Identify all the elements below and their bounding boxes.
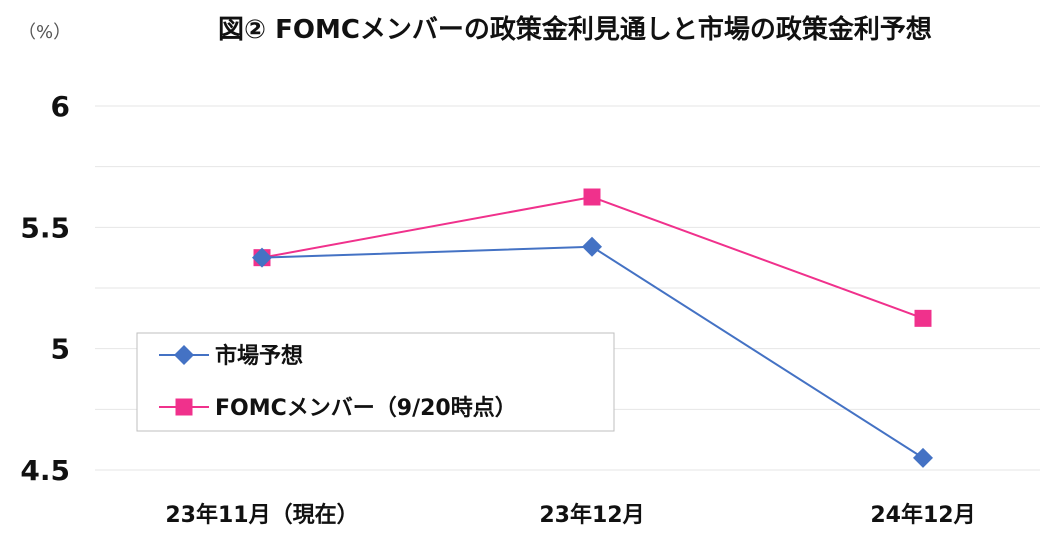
x-tick-label: 23年12月 (539, 502, 644, 528)
series-line-fomc (261, 195, 924, 320)
y-tick-label: 5.5 (20, 211, 70, 244)
legend-label: 市場予想 (215, 343, 303, 369)
x-tick-label: 24年12月 (870, 502, 975, 528)
unit-label: （%） (18, 22, 71, 43)
legend: 市場予想 FOMCメンバー（9/20時点） (136, 332, 615, 432)
legend-marker (175, 398, 193, 416)
data-point-fomc (914, 309, 932, 327)
y-tick-label: 6 (51, 90, 70, 123)
legend-box (136, 332, 615, 432)
legend-marker (174, 345, 194, 365)
data-point-market (582, 236, 602, 257)
y-tick-label: 5 (51, 333, 70, 366)
legend-label: FOMCメンバー（9/20時点） (215, 395, 517, 421)
y-axis-ticks: 4.5 5 5.5 6 (20, 90, 70, 487)
series-layer (252, 188, 933, 468)
data-point-market (913, 447, 933, 468)
data-point-fomc (583, 188, 601, 206)
chart-title: 図② FOMCメンバーの政策金利見通しと市場の政策金利予想 (218, 14, 932, 45)
data-point-market (252, 247, 272, 268)
y-tick-label: 4.5 (20, 454, 70, 487)
x-tick-label: 23年11月（現在） (165, 502, 358, 528)
x-axis-ticks: 23年11月（現在） 23年12月 24年12月 (165, 502, 975, 528)
